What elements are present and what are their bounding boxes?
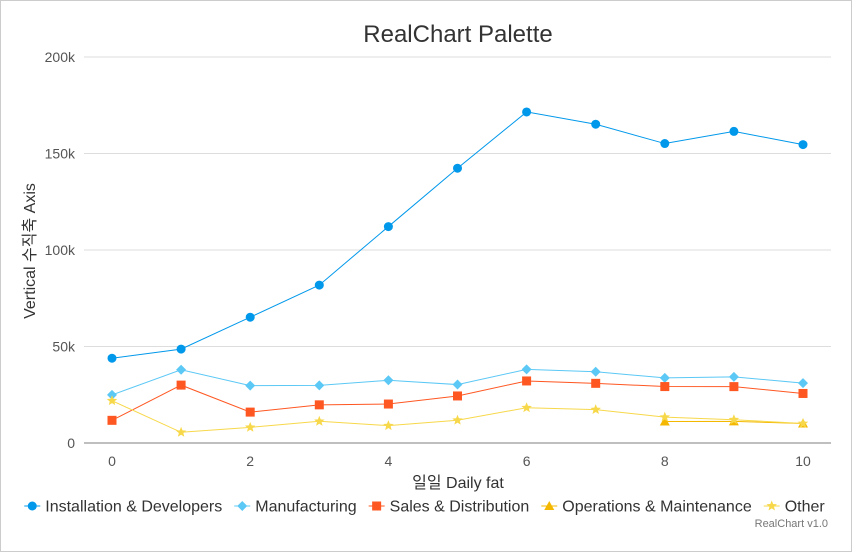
- data-point[interactable]: [314, 380, 325, 391]
- data-point[interactable]: [245, 312, 255, 322]
- legend-marker: [237, 501, 248, 511]
- data-point[interactable]: [452, 379, 463, 390]
- legend: Installation & Developers Manufacturing Sa…: [24, 499, 825, 516]
- data-point[interactable]: [797, 418, 809, 428]
- data-point[interactable]: [244, 421, 256, 432]
- data-point[interactable]: [728, 371, 739, 382]
- data-point[interactable]: [660, 139, 670, 149]
- y-tick-label: 50k: [52, 339, 76, 355]
- x-tick-label: 10: [795, 453, 811, 469]
- data-point[interactable]: [245, 407, 255, 417]
- data-point[interactable]: [107, 389, 117, 400]
- legend-marker: [372, 501, 382, 511]
- data-point[interactable]: [107, 353, 117, 363]
- data-point[interactable]: [659, 411, 671, 422]
- data-point[interactable]: [659, 416, 670, 426]
- data-point[interactable]: [383, 222, 393, 232]
- x-axis-ticks: 0 2 4 6 8 10: [108, 453, 811, 469]
- data-point[interactable]: [521, 402, 532, 413]
- series-line[interactable]: [111, 111, 804, 359]
- data-point[interactable]: [176, 344, 186, 354]
- data-point[interactable]: [175, 426, 187, 437]
- data-point[interactable]: [729, 126, 739, 136]
- data-point[interactable]: [798, 388, 808, 398]
- data-point[interactable]: [176, 364, 187, 375]
- data-point[interactable]: [106, 395, 118, 406]
- series-2: [107, 376, 808, 425]
- legend-item-4[interactable]: Other: [763, 499, 826, 516]
- data-point[interactable]: [383, 420, 394, 431]
- legend-item-1[interactable]: Manufacturing: [234, 499, 357, 516]
- data-point[interactable]: [728, 414, 740, 425]
- credit-label: RealChart v1.0: [755, 518, 828, 530]
- legend-label: Manufacturing: [255, 499, 356, 516]
- legend-label: Installation & Developers: [45, 499, 222, 516]
- data-point[interactable]: [591, 119, 601, 129]
- legend-marker: [544, 501, 555, 510]
- y-tick-label: 100k: [45, 242, 76, 258]
- data-point[interactable]: [590, 404, 601, 415]
- data-point[interactable]: [729, 382, 739, 392]
- data-point[interactable]: [314, 415, 325, 426]
- x-tick-label: 8: [661, 453, 669, 469]
- data-point[interactable]: [659, 372, 670, 383]
- data-point[interactable]: [521, 364, 532, 375]
- data-point[interactable]: [798, 378, 808, 389]
- series-4: [106, 395, 809, 437]
- data-point[interactable]: [383, 399, 393, 409]
- data-point[interactable]: [590, 366, 601, 377]
- legend-item-3[interactable]: Operations & Maintenance: [541, 499, 752, 516]
- x-tick-label: 6: [523, 453, 531, 469]
- data-point[interactable]: [176, 380, 186, 390]
- x-tick-label: 2: [246, 453, 254, 469]
- data-point[interactable]: [107, 415, 117, 425]
- data-point[interactable]: [591, 378, 601, 388]
- data-point[interactable]: [314, 400, 324, 410]
- grid-lines: [84, 56, 831, 444]
- legend-marker: [27, 501, 37, 511]
- series-group: [106, 107, 809, 437]
- legend-item-2[interactable]: Sales & Distribution: [368, 499, 530, 516]
- y-axis-ticks: 0 50k 100k 150k 200k: [45, 49, 76, 451]
- x-axis-title: 일일 Daily fat: [412, 474, 504, 492]
- y-tick-label: 200k: [45, 49, 76, 65]
- data-point[interactable]: [522, 107, 532, 117]
- x-tick-label: 4: [385, 453, 393, 469]
- y-axis-title: Vertical 수직축 Axis: [21, 183, 39, 319]
- data-point[interactable]: [314, 280, 324, 290]
- legend-label: Other: [785, 499, 826, 516]
- y-tick-label: 0: [67, 435, 75, 451]
- data-point[interactable]: [798, 140, 808, 150]
- chart-title: RealChart Palette: [363, 21, 552, 48]
- data-point[interactable]: [452, 414, 463, 425]
- x-tick-label: 0: [108, 453, 116, 469]
- data-point[interactable]: [660, 382, 670, 392]
- legend-label: Operations & Maintenance: [562, 499, 752, 516]
- data-point[interactable]: [383, 375, 394, 386]
- data-point[interactable]: [453, 163, 462, 173]
- series-1: [107, 364, 808, 400]
- series-0: [107, 107, 808, 363]
- legend-label: Sales & Distribution: [390, 499, 530, 516]
- y-tick-label: 150k: [45, 146, 76, 162]
- data-point[interactable]: [522, 376, 532, 386]
- data-point[interactable]: [245, 380, 256, 391]
- legend-marker: [766, 500, 777, 511]
- data-point[interactable]: [453, 391, 462, 401]
- legend-item-0[interactable]: Installation & Developers: [24, 499, 222, 516]
